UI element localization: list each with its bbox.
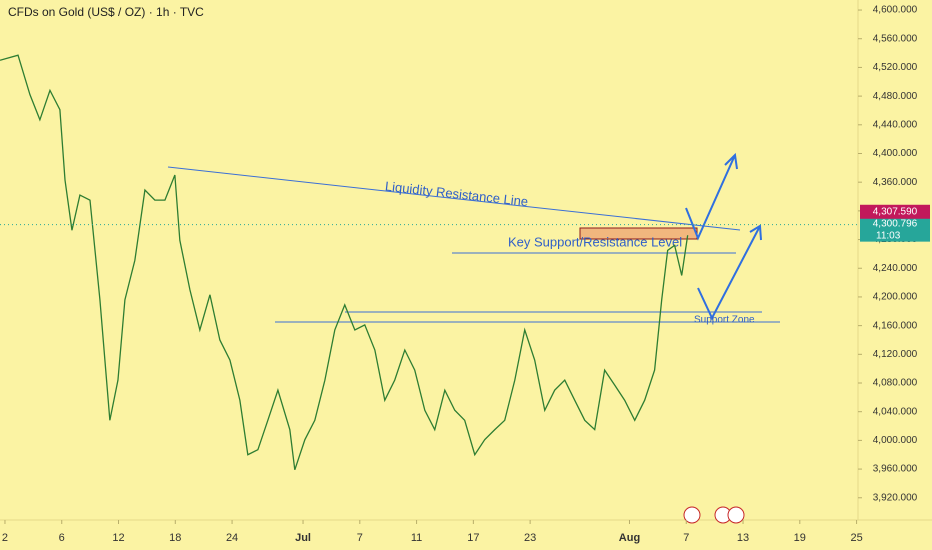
y-tick-label: 4,160.000 xyxy=(873,320,918,331)
high-price-label: 4,307.590 xyxy=(873,206,918,217)
last-price-tag xyxy=(860,216,930,242)
arrow xyxy=(685,154,736,241)
x-tick-label: 6 xyxy=(59,532,65,544)
y-tick-label: 4,040.000 xyxy=(873,406,918,417)
arrow-head xyxy=(749,224,762,241)
event-icon xyxy=(727,506,745,524)
x-tick-label: 7 xyxy=(357,532,363,544)
price-line xyxy=(0,54,689,470)
chart-title: CFDs on Gold (US$ / OZ) · 1h · TVC xyxy=(8,5,204,19)
x-tick-label: 19 xyxy=(794,532,806,544)
y-tick-label: 4,240.000 xyxy=(873,263,918,274)
x-tick-label: Aug xyxy=(619,532,640,544)
y-tick-label: 4,000.000 xyxy=(873,435,918,446)
event-icon xyxy=(683,506,701,524)
y-tick-label: 3,920.000 xyxy=(873,492,918,503)
x-tick-label: 12 xyxy=(112,532,124,544)
annotation-text: Support Zone xyxy=(694,315,755,326)
x-tick-label: 23 xyxy=(524,532,536,544)
arrow-head xyxy=(724,152,738,170)
arrow xyxy=(697,225,761,321)
x-tick-label: Jul xyxy=(295,532,311,544)
high-price-tag xyxy=(860,204,930,219)
event-icons xyxy=(683,506,745,524)
y-tick-label: 4,400.000 xyxy=(873,148,918,159)
y-tick-label: 4,360.000 xyxy=(873,177,918,188)
x-tick-label: 13 xyxy=(737,532,749,544)
countdown-label: 11:03 xyxy=(876,230,901,241)
y-tick-label: 4,520.000 xyxy=(873,62,918,73)
x-tick-label: 11 xyxy=(411,532,422,544)
annotations: Liquidity Resistance Line Key Support/Re… xyxy=(167,152,780,326)
annotation-text: Liquidity Resistance Line xyxy=(384,178,529,209)
annotation-text: Key Support/Resistance Level xyxy=(508,234,682,249)
y-tick-label: 4,080.000 xyxy=(873,378,918,389)
y-tick-label: 3,960.000 xyxy=(873,464,918,475)
y-tick-label: 4,560.000 xyxy=(873,33,918,44)
x-tick-label: 25 xyxy=(850,532,862,544)
y-tick-label: 4,120.000 xyxy=(873,349,918,360)
x-tick-label: 2 xyxy=(2,532,8,544)
x-tick-label: 17 xyxy=(467,532,479,544)
x-tick-label: 7 xyxy=(683,532,689,544)
y-tick-label: 4,480.000 xyxy=(873,91,918,102)
y-tick-label: 4,440.000 xyxy=(873,119,918,130)
x-tick-label: 18 xyxy=(169,532,181,544)
x-tick-label: 24 xyxy=(226,532,238,544)
y-tick-label: 4,200.000 xyxy=(873,292,918,303)
trend-line xyxy=(167,166,741,231)
y-tick-label: 4,600.000 xyxy=(873,5,918,16)
last-price-label: 4,300.796 xyxy=(873,218,918,229)
